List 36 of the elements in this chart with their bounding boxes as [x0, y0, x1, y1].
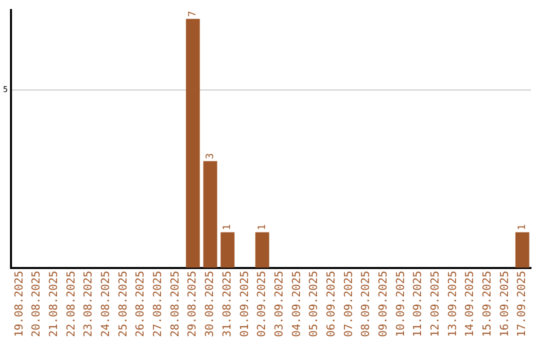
x-tick-label: 17.09.2025	[515, 270, 528, 338]
x-tick-label: 16.09.2025	[498, 270, 511, 338]
x-tick-label: 06.09.2025	[324, 270, 338, 338]
x-tick-label: 28.08.2025	[168, 270, 182, 338]
x-tick-label: 29.08.2025	[186, 270, 199, 338]
x-tick-label: 15.09.2025	[480, 270, 494, 338]
x-tick-label: 02.09.2025	[255, 270, 268, 338]
x-tick-label: 20.08.2025	[30, 270, 43, 338]
x-tick-label: 25.08.2025	[116, 270, 130, 338]
data-label: 1	[222, 224, 234, 230]
data-label: 1	[516, 224, 528, 230]
x-tick-label: 07.09.2025	[342, 270, 355, 338]
x-tick-label: 31.08.2025	[220, 270, 234, 338]
x-tick-label: 30.08.2025	[203, 270, 216, 338]
x-tick-label: 26.08.2025	[134, 270, 147, 338]
x-tick-label: 05.09.2025	[307, 270, 320, 338]
x-tick-label: 27.08.2025	[151, 270, 164, 338]
x-tick-label: 12.09.2025	[428, 270, 442, 338]
x-tick-label: 10.09.2025	[394, 270, 407, 338]
x-tick-label: 14.09.2025	[463, 270, 476, 338]
x-tick-label: 04.09.2025	[290, 270, 303, 338]
data-label: 7	[187, 10, 198, 17]
x-tick-label: 24.08.2025	[99, 270, 112, 338]
x-tick-label: 03.09.2025	[272, 270, 286, 338]
x-tick-label: 19.08.2025	[12, 270, 26, 338]
x-tick-label: 01.09.2025	[238, 270, 251, 338]
x-tick-label: 13.09.2025	[446, 270, 459, 338]
x-tick-label: 09.09.2025	[376, 270, 390, 338]
y-tick-label: 5	[2, 85, 8, 94]
x-tick-label: 23.08.2025	[82, 270, 95, 338]
data-label: 3	[204, 153, 216, 160]
x-tick-label: 11.09.2025	[411, 270, 424, 338]
x-tick-label: 21.08.2025	[47, 270, 60, 338]
x-tick-label: 08.09.2025	[359, 270, 372, 338]
data-label: 1	[256, 224, 268, 230]
x-tick-label: 22.08.2025	[64, 270, 78, 338]
